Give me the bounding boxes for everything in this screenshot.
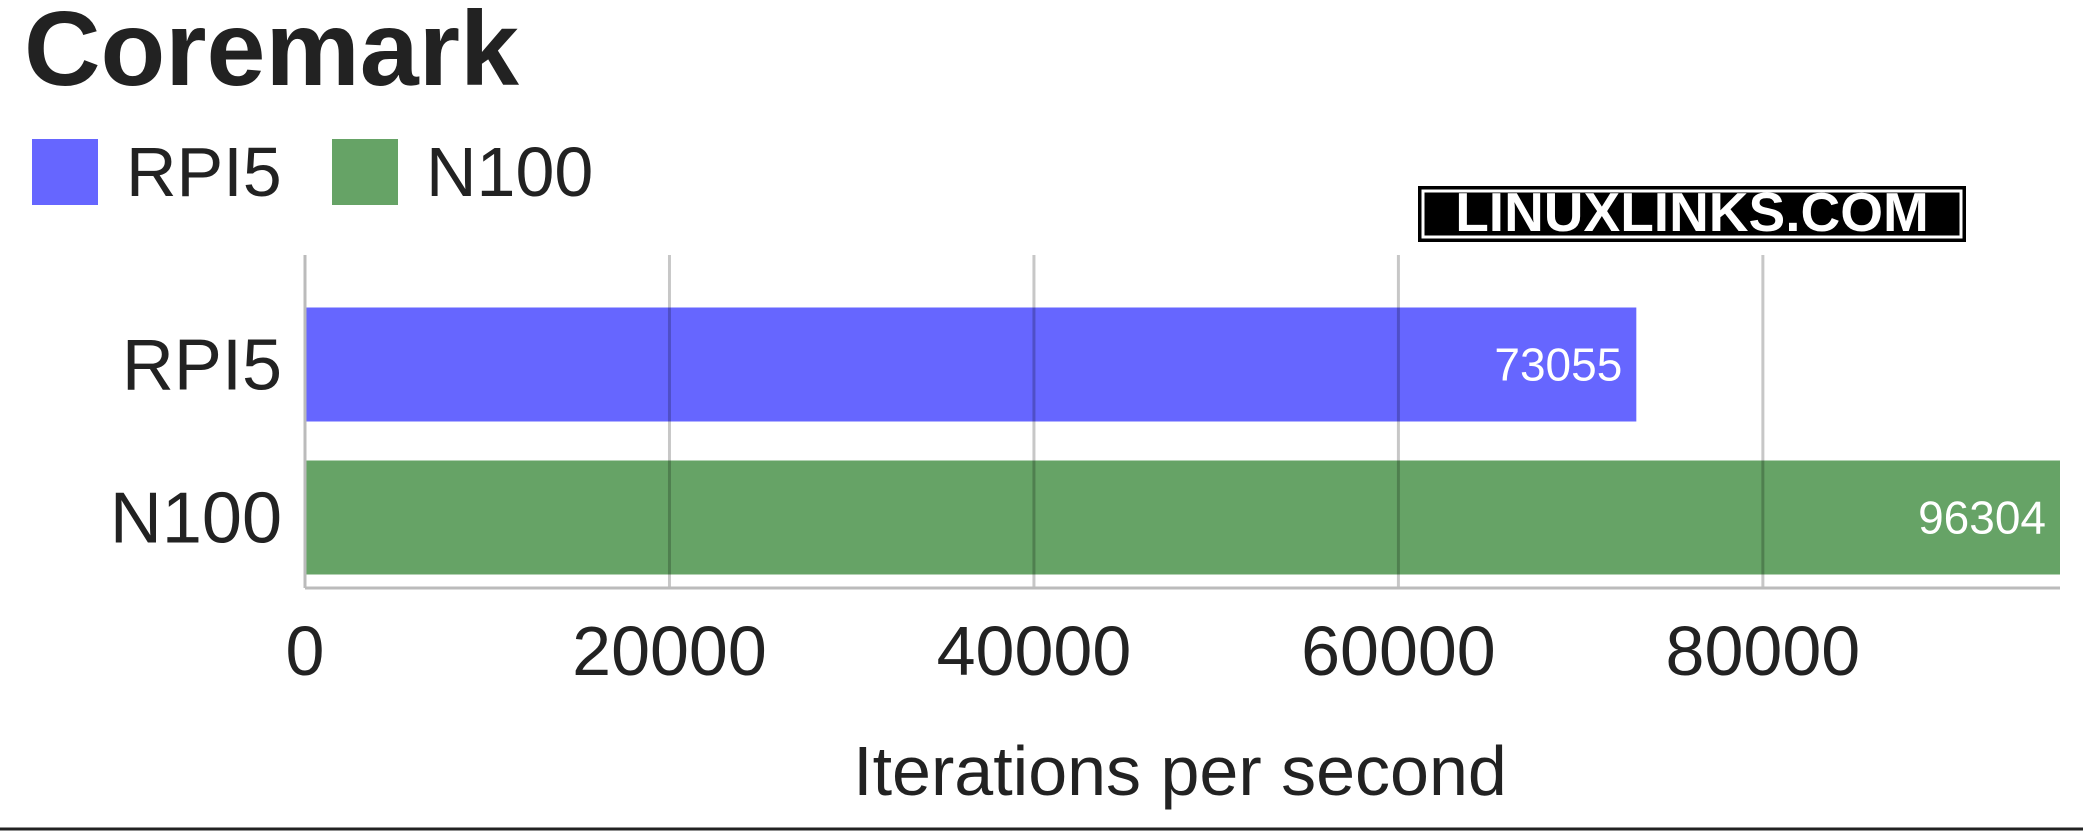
x-tick-label-60000: 60000 <box>1301 612 1496 690</box>
data-label-n100: 96304 <box>1918 492 2046 544</box>
chart-title: Coremark <box>24 0 520 108</box>
x-axis-label: Iterations per second <box>853 732 1507 810</box>
watermark-border <box>1421 189 1963 239</box>
watermark-text: LINUXLINKS.COM <box>1455 181 1929 243</box>
plot-area: RPI5 73055 N100 96304 0 20000 40000 60000 80000 <box>110 255 2060 690</box>
x-tick-label-0: 0 <box>286 612 325 690</box>
x-tick-label-20000: 20000 <box>572 612 767 690</box>
legend-swatch-n100 <box>332 139 398 205</box>
bar-n100 <box>305 460 2060 575</box>
watermark-background <box>1418 186 1966 242</box>
category-label-rpi5: RPI5 <box>122 326 282 406</box>
category-label-n100: N100 <box>110 479 282 559</box>
legend: RPI5 N100 <box>32 133 593 211</box>
data-label-rpi5: 73055 <box>1494 339 1622 391</box>
legend-label-n100: N100 <box>426 133 593 211</box>
x-tick-label-40000: 40000 <box>937 612 1132 690</box>
watermark: LINUXLINKS.COM <box>1418 181 1966 243</box>
x-tick-label-80000: 80000 <box>1666 612 1861 690</box>
legend-label-rpi5: RPI5 <box>126 133 282 211</box>
bar-rpi5 <box>305 307 1637 422</box>
legend-swatch-rpi5 <box>32 139 98 205</box>
